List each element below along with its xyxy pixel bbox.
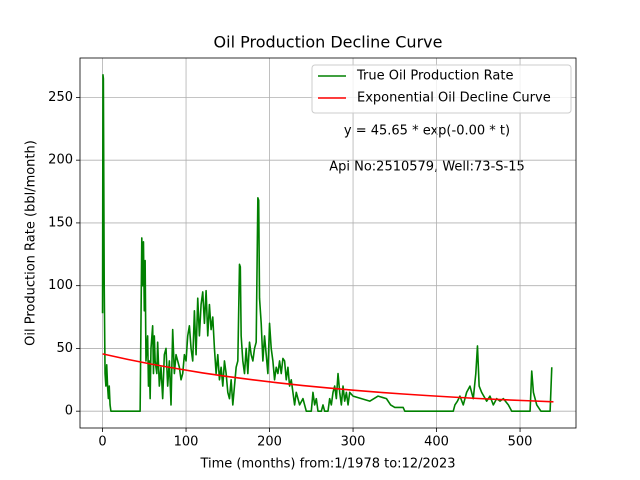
y-tick-label: 250 [48, 90, 73, 105]
y-tick-label: 50 [56, 341, 73, 356]
x-tick-label: 400 [424, 435, 449, 450]
y-tick-label: 100 [48, 278, 73, 293]
x-tick-label: 100 [174, 435, 199, 450]
annotation: Api No:2510579, Well:73-S-15 [329, 160, 525, 175]
x-tick-label: 500 [508, 435, 533, 450]
y-tick-label: 200 [48, 153, 73, 168]
plot-frame [79, 57, 577, 429]
y-axis-label: Oil Production Rate (bbl/month) [24, 140, 39, 346]
legend-box [311, 64, 572, 114]
legend-label: True Oil Production Rate [356, 69, 513, 84]
legend-label: Exponential Oil Decline Curve [357, 91, 551, 106]
series-line [102, 353, 554, 403]
x-tick-label: 200 [257, 435, 282, 450]
x-axis-label: Time (months) from:1/1978 to:12/2023 [199, 457, 455, 472]
annotation: y = 45.65 * exp(-0.00 * t) [344, 124, 510, 139]
y-tick-label: 150 [48, 215, 73, 230]
y-tick-label: 0 [65, 404, 73, 419]
x-tick-label: 300 [341, 435, 366, 450]
x-tick-label: 0 [98, 435, 106, 450]
chart-title: Oil Production Decline Curve [214, 33, 443, 52]
series-line [101, 74, 553, 412]
